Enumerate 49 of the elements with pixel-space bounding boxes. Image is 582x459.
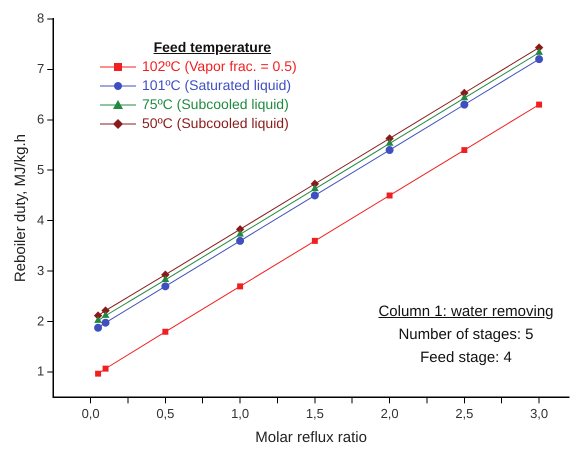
y-tick-label: 2 (36, 313, 44, 328)
y-tick-label: 8 (36, 10, 44, 26)
point (162, 328, 168, 335)
x-tick-label: 1,0 (231, 406, 250, 421)
y-tick-label: 6 (36, 111, 44, 126)
legend-title: Feed temperature (152, 38, 272, 57)
legend-label: 50ºC (Subcooled liquid) (142, 114, 289, 133)
point (102, 366, 109, 372)
point (461, 147, 468, 154)
point (236, 236, 244, 245)
y-axis-title: Reboiler duty, MJ/kg.h (12, 134, 30, 282)
point (386, 139, 394, 146)
point (312, 238, 318, 244)
x-tick-label: 2,0 (380, 406, 399, 421)
point (536, 102, 542, 108)
x-tick-label: 0,5 (156, 406, 174, 421)
y-tick-label: 4 (36, 212, 44, 228)
point (386, 192, 393, 198)
y-tick-label: 3 (36, 262, 44, 278)
x-tick-label: 3,0 (530, 406, 548, 421)
annotation: Number of stages: 5 (397, 325, 535, 345)
annotation: Column 1: water removing (377, 302, 555, 322)
point (236, 230, 244, 237)
y-tick-label: 1 (36, 364, 44, 379)
point (102, 318, 110, 327)
point (161, 282, 170, 290)
point (536, 48, 543, 55)
x-tick-label: 1,5 (306, 406, 324, 421)
y-tick-label: 7 (36, 60, 44, 76)
point (162, 276, 169, 282)
x-tick-label: 2,5 (455, 406, 474, 421)
legend-label: 75ºC (Subcooled liquid) (142, 95, 289, 114)
point (386, 146, 394, 154)
point (535, 55, 544, 64)
point (94, 324, 102, 332)
point (237, 283, 244, 290)
point (102, 312, 110, 318)
annotation: Feed stage: 4 (419, 348, 513, 368)
point (94, 316, 102, 323)
legend-label: 101ºC (Saturated liquid) (142, 76, 292, 95)
x-axis-title: Molar reflux ratio (255, 429, 367, 446)
legend-label: 102ºC (Vapor frac. = 0.5) (142, 57, 297, 76)
point (95, 370, 102, 377)
point (310, 191, 319, 200)
point (460, 94, 468, 100)
point (460, 100, 468, 109)
point (311, 184, 318, 192)
y-tick-label: 5 (36, 162, 44, 177)
x-tick-label: 0,0 (82, 406, 100, 421)
